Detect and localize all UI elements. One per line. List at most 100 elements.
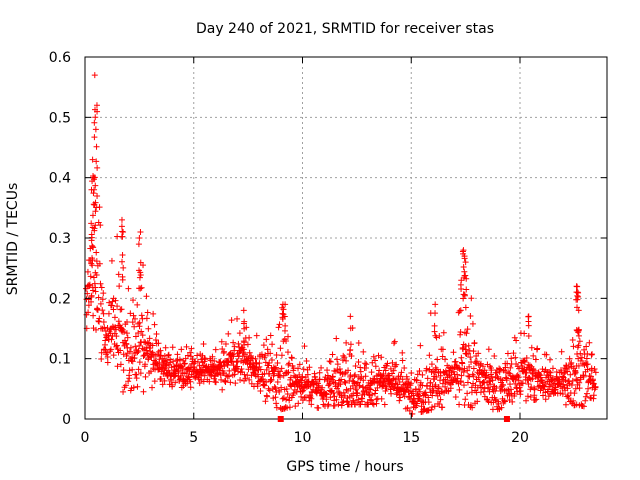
data-point (439, 346, 446, 353)
data-point (147, 368, 154, 375)
data-point (120, 388, 127, 395)
data-point (234, 363, 241, 370)
data-point (552, 384, 559, 391)
data-point (110, 352, 117, 359)
data-point (295, 400, 302, 407)
data-point (285, 361, 292, 368)
data-point (150, 310, 157, 317)
data-point (156, 356, 163, 363)
data-point (532, 397, 539, 404)
data-point (265, 362, 272, 369)
data-point (188, 345, 195, 352)
data-point (136, 359, 143, 366)
data-point (119, 228, 126, 235)
data-point (315, 405, 322, 412)
data-point (376, 367, 383, 374)
data-point (209, 353, 216, 360)
data-point (575, 326, 582, 333)
data-point (452, 393, 459, 400)
data-point (225, 359, 232, 366)
data-point (316, 369, 323, 376)
data-point (184, 373, 191, 380)
data-point (343, 386, 350, 393)
data-point (284, 349, 291, 356)
data-point (353, 386, 360, 393)
data-point (458, 354, 465, 361)
y-tick-label: 0.5 (49, 110, 71, 126)
data-point (333, 335, 340, 342)
data-point (168, 377, 175, 384)
data-point (414, 400, 421, 407)
data-point (574, 283, 581, 290)
data-point (90, 274, 97, 281)
data-point (92, 288, 99, 295)
data-point (399, 349, 406, 356)
data-point (127, 310, 134, 317)
data-point (327, 394, 334, 401)
data-point (273, 352, 280, 359)
data-point (324, 402, 331, 409)
data-point (262, 398, 269, 405)
data-point (470, 373, 477, 380)
data-point (257, 387, 264, 394)
x-axis-label: GPS time / hours (286, 459, 403, 475)
data-point (95, 318, 102, 325)
data-point (111, 314, 118, 321)
data-point (95, 294, 102, 301)
data-point (489, 377, 496, 384)
data-point (218, 338, 225, 345)
data-point (459, 360, 466, 367)
data-point (347, 325, 354, 332)
data-point (132, 315, 139, 322)
data-point (234, 315, 241, 322)
data-point (562, 401, 569, 408)
data-point (85, 302, 92, 309)
data-point (505, 369, 512, 376)
data-point (105, 310, 112, 317)
data-point (383, 385, 390, 392)
data-point (391, 338, 398, 345)
data-point (380, 371, 387, 378)
data-point (588, 351, 595, 358)
data-point (464, 367, 471, 374)
data-point (142, 361, 149, 368)
data-point (237, 376, 244, 383)
data-point (393, 391, 400, 398)
data-point (354, 379, 361, 386)
data-point (138, 312, 145, 319)
data-point (488, 367, 495, 374)
data-point (84, 268, 91, 275)
data-point (241, 377, 248, 384)
data-point (129, 366, 136, 373)
data-point (132, 333, 139, 340)
data-point (227, 379, 234, 386)
data-point (569, 336, 576, 343)
data-point (129, 319, 136, 326)
data-point (563, 363, 570, 370)
data-point (431, 322, 438, 329)
data-point (140, 388, 147, 395)
data-point (136, 285, 143, 292)
data-point (546, 356, 553, 363)
data-point (134, 349, 141, 356)
data-point (581, 346, 588, 353)
data-point (241, 325, 248, 332)
data-point (196, 380, 203, 387)
data-point (140, 353, 147, 360)
data-point (135, 347, 142, 354)
data-point (409, 410, 416, 417)
data-point (456, 308, 463, 315)
data-point (113, 326, 120, 333)
x-tick-label: 15 (402, 430, 420, 446)
data-point (341, 378, 348, 385)
data-point (291, 372, 298, 379)
data-point (107, 346, 114, 353)
data-point (320, 401, 327, 408)
data-point (118, 216, 125, 223)
data-point (404, 404, 411, 411)
data-point (510, 350, 517, 357)
data-point (230, 339, 237, 346)
data-point (539, 379, 546, 386)
data-point (100, 318, 107, 325)
data-point (266, 387, 273, 394)
